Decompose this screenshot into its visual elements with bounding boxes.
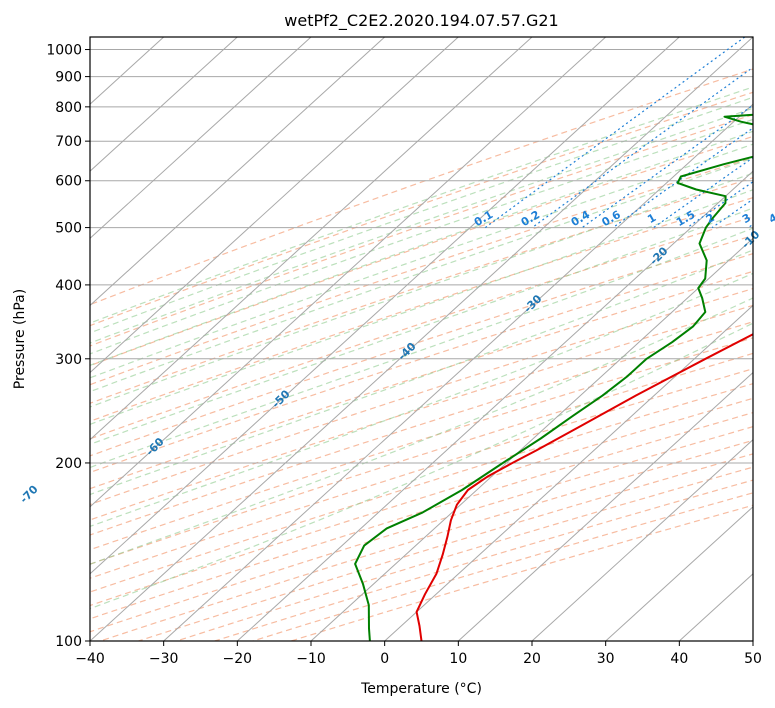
dry-adiabat-line xyxy=(100,439,753,641)
x-tick-label: 20 xyxy=(523,651,541,667)
moist-adiabat-line xyxy=(90,322,753,610)
isotherm-line xyxy=(605,506,753,641)
y-tick-label: 600 xyxy=(55,174,82,190)
y-tick-label: 200 xyxy=(55,456,82,472)
dry-adiabat-line xyxy=(90,196,753,422)
y-tick-label: 1000 xyxy=(46,43,82,59)
mixing-ratio-label: 0.2 xyxy=(519,208,542,229)
x-tick-label: 50 xyxy=(744,651,762,667)
x-tick-label: 10 xyxy=(449,651,467,667)
moist-adiabat-line xyxy=(90,272,753,528)
y-tick-label: 500 xyxy=(55,221,82,237)
dry-adiabat-line xyxy=(90,177,753,404)
x-axis-ticks: −40 −30 −20 −10 0 10 20 30 40 50 xyxy=(75,641,762,667)
mixing-ratio-line xyxy=(484,37,746,229)
moist-adiabat-line xyxy=(90,118,753,355)
dry-adiabat-line xyxy=(90,397,753,607)
x-tick-label: −20 xyxy=(223,651,253,667)
dry-adiabat-line xyxy=(90,411,753,620)
isotherm-line xyxy=(236,170,753,641)
mixing-ratio-labels: 0.10.20.40.611.52346810131620253036 xyxy=(472,208,775,229)
isotherm-line xyxy=(90,37,238,172)
isotherm-line xyxy=(457,371,753,641)
mixing-ratio-label: 3 xyxy=(740,211,753,226)
isotherm-line xyxy=(384,304,753,641)
isotherm-line xyxy=(90,37,533,441)
y-tick-label: 100 xyxy=(55,634,82,650)
isotherm-label: -70 xyxy=(17,483,40,506)
moist-adiabat-line xyxy=(90,207,753,445)
plot-area xyxy=(90,37,753,641)
isotherm-line xyxy=(90,37,607,508)
dry-adiabat-line xyxy=(90,368,753,579)
dry-adiabat-line xyxy=(90,270,753,490)
isotherm-line xyxy=(752,640,753,641)
x-tick-label: −30 xyxy=(149,651,179,667)
isotherm-line xyxy=(90,37,459,374)
dry-adiabat-line xyxy=(90,383,753,593)
isotherm-line xyxy=(531,438,753,641)
x-tick-label: −40 xyxy=(75,651,105,667)
dry-adiabat-line xyxy=(90,156,753,386)
x-tick-label: 30 xyxy=(597,651,615,667)
mixing-ratio-label: 0.1 xyxy=(472,208,495,229)
dry-adiabat-line xyxy=(90,216,753,440)
mixing-ratio-line xyxy=(612,127,753,229)
y-tick-label: 900 xyxy=(55,70,82,86)
y-tick-label: 800 xyxy=(55,100,82,116)
moist-adiabat-line xyxy=(90,172,753,408)
y-axis-ticks: 100 200 300 400 500 600 700 800 900 1000 xyxy=(46,43,90,650)
y-tick-label: 700 xyxy=(55,134,82,150)
x-tick-label: −10 xyxy=(296,651,326,667)
dry-adiabat-line xyxy=(176,466,753,641)
y-axis-label: Pressure (hPa) xyxy=(12,289,28,389)
mixing-ratio-label: 1 xyxy=(645,211,658,226)
dry-adiabat-line xyxy=(290,504,753,641)
x-tick-label: 40 xyxy=(670,651,688,667)
temperature-profile-line xyxy=(415,333,753,641)
dry-adiabat-line xyxy=(90,234,753,457)
chart-title: wetPf2_C2E2.2020.194.07.57.G21 xyxy=(284,11,558,31)
x-tick-label: 0 xyxy=(380,651,389,667)
dewpoint-profile-line xyxy=(354,113,753,641)
moist-adiabat-line xyxy=(90,249,753,496)
plot-frame xyxy=(89,36,754,642)
x-axis-label: Temperature (°C) xyxy=(360,681,482,697)
dry-adiabat-line xyxy=(90,253,753,474)
dry-adiabat-line xyxy=(90,352,753,565)
dry-adiabat-line xyxy=(252,492,753,641)
dry-adiabat-line xyxy=(214,479,753,641)
isotherm-line xyxy=(90,37,680,575)
mixing-ratio-label: 2 xyxy=(704,211,717,226)
isotherm-line xyxy=(90,37,386,307)
y-tick-label: 400 xyxy=(55,278,82,294)
isotherm-line xyxy=(310,237,753,641)
dry-adiabat-line xyxy=(90,426,753,633)
y-tick-label: 300 xyxy=(55,352,82,368)
isotherm-line xyxy=(163,103,753,641)
mixing-ratio-label: 0.4 xyxy=(569,208,593,229)
dry-adiabat-line xyxy=(90,337,753,551)
dry-adiabat-line xyxy=(90,114,753,347)
mixing-ratio-line xyxy=(531,66,753,229)
isotherm-line xyxy=(90,37,753,641)
dry-adiabat-line xyxy=(90,135,753,367)
isotherm-line xyxy=(90,37,312,240)
mixing-ratio-label: 4 xyxy=(767,211,775,226)
